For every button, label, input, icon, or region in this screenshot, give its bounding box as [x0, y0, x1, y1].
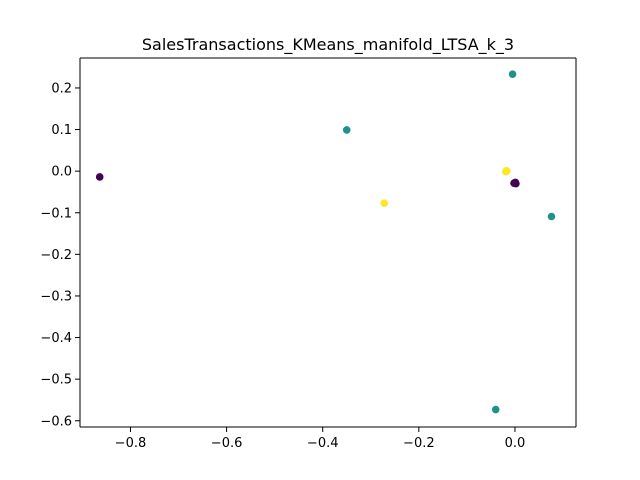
y-tick-label: −0.4 [40, 331, 72, 346]
x-tick-label: 0.0 [505, 436, 526, 451]
data-point [511, 178, 520, 187]
y-tick-label: −0.1 [40, 206, 72, 221]
y-tick-label: 0.1 [51, 123, 72, 138]
data-point [491, 405, 500, 414]
data-point [95, 173, 104, 181]
y-tick-label: −0.2 [40, 248, 72, 263]
plot-background [80, 58, 576, 427]
data-point [380, 199, 389, 207]
x-tick-label: −0.8 [115, 436, 147, 451]
data-points [95, 70, 556, 414]
data-point [502, 167, 511, 175]
y-axis: 0.2 0.1 0.0 −0.1 −0.2 −0.3 −0.4 −0.5 −0.6 [40, 58, 577, 429]
y-tick-label: −0.3 [40, 289, 72, 304]
data-point [547, 212, 556, 221]
y-tick-label: 0.2 [51, 81, 72, 96]
data-point [508, 70, 517, 79]
data-point [342, 126, 351, 134]
chart-title: SalesTransactions_KMeans_manifold_LTSA_k… [142, 35, 514, 55]
y-tick-label: 0.0 [51, 165, 72, 180]
plot-area [80, 58, 576, 427]
x-tick-label: −0.2 [403, 436, 435, 451]
y-tick-label: −0.6 [40, 414, 72, 429]
y-tick-label: −0.5 [40, 373, 72, 388]
x-axis: −0.8 −0.6 −0.4 −0.2 0.0 [80, 57, 576, 451]
x-tick-label: −0.6 [211, 436, 243, 451]
x-tick-label: −0.4 [307, 436, 339, 451]
